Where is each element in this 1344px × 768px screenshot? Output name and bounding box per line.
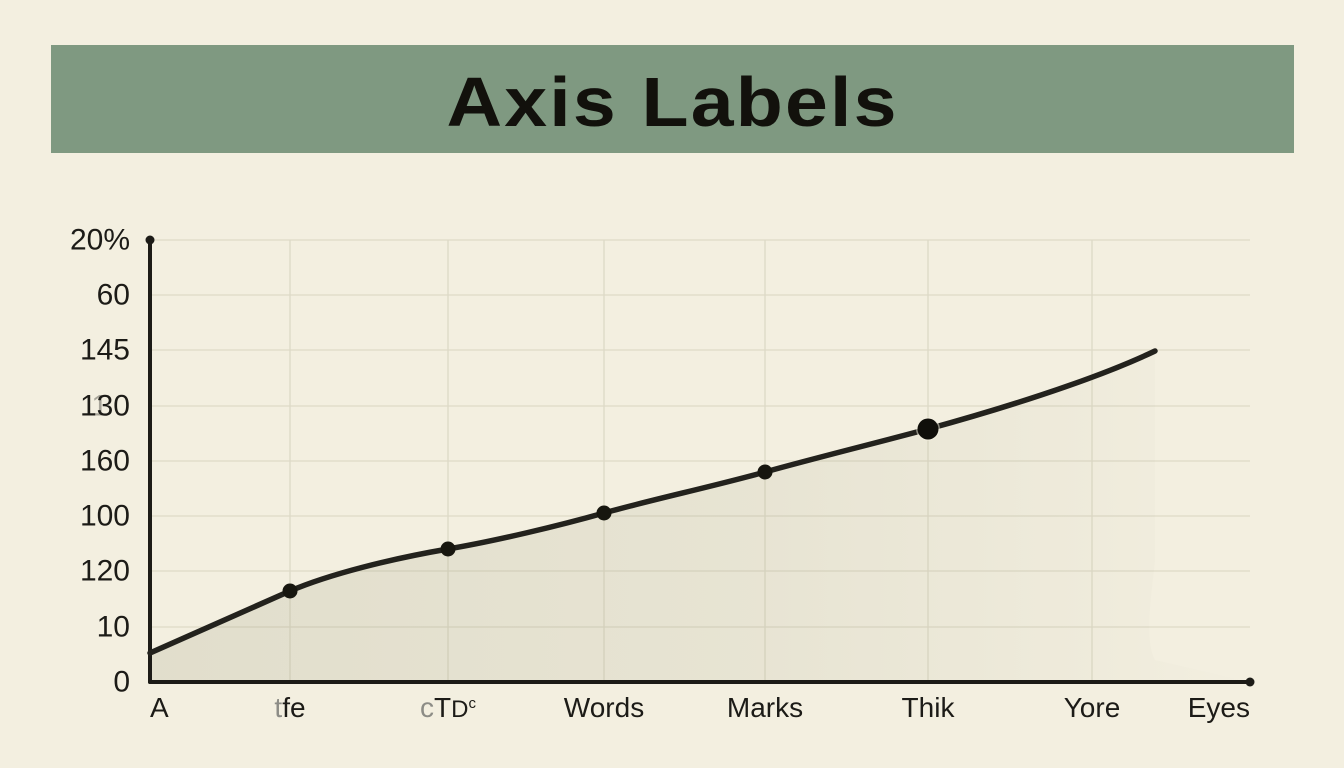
svg-text:160: 160: [80, 445, 130, 478]
svg-text:1: 1: [91, 390, 108, 423]
svg-text:120: 120: [80, 555, 130, 588]
svg-text:Words: Words: [564, 692, 644, 723]
svg-text:0: 0: [113, 666, 130, 699]
svg-text:Eyes: Eyes: [1188, 692, 1250, 723]
svg-text:145: 145: [80, 334, 130, 367]
svg-text:Thik: Thik: [902, 692, 956, 723]
svg-text:A: A: [150, 692, 169, 723]
svg-text:Marks: Marks: [727, 692, 803, 723]
svg-text:100: 100: [80, 500, 130, 533]
svg-text:tfe: tfe: [274, 692, 305, 723]
svg-text:20%: 20%: [70, 224, 130, 257]
svg-text:10: 10: [97, 611, 130, 644]
svg-text:Yore: Yore: [1064, 692, 1121, 723]
svg-text:60: 60: [97, 279, 130, 312]
svg-text:cTDc: cTDc: [420, 692, 476, 723]
